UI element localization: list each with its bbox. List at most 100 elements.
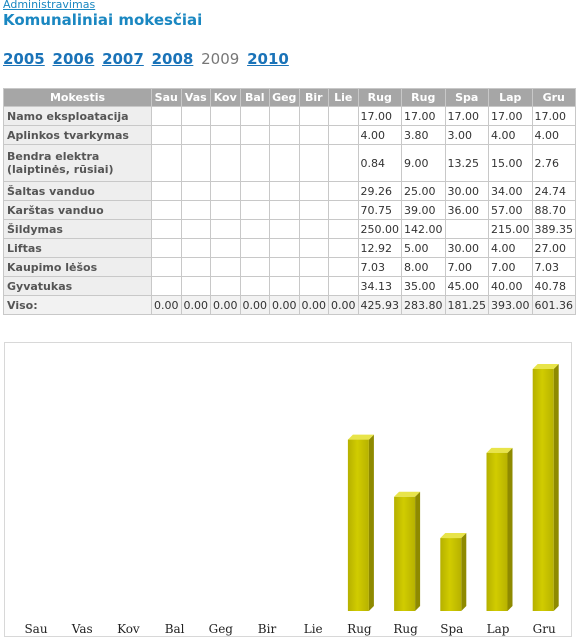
table-cell <box>298 200 329 220</box>
table-cell <box>298 181 329 201</box>
table-cell <box>151 125 182 145</box>
table-cell <box>151 219 182 239</box>
table-cell <box>151 200 182 220</box>
year-link-2006[interactable]: 2006 <box>52 50 95 68</box>
table-cell <box>151 144 182 182</box>
table-cell: 25.00 <box>401 181 446 201</box>
table-cell: 13.25 <box>444 144 489 182</box>
table-cell: 0.00 <box>239 295 270 315</box>
table-cell: 40.78 <box>531 276 576 296</box>
table-cell: 142.00 <box>401 219 446 239</box>
table-cell <box>269 276 300 296</box>
year-link-2008[interactable]: 2008 <box>151 50 194 68</box>
column-header-month: Geg <box>269 88 300 107</box>
table-cell: 0.00 <box>298 295 329 315</box>
total-row: Viso: 0.00 0.00 0.00 0.00 0.00 0.00 0.00 425.93 2… <box>3 295 576 315</box>
table-cell <box>210 144 241 182</box>
table-cell <box>180 125 211 145</box>
table-cell <box>328 276 359 296</box>
table-cell: 2.76 <box>531 144 576 182</box>
chart-svg: Sau Vas Kov Bal Geg Bir Lie Rug Rug Spa Lap Gru <box>24 364 559 636</box>
x-tick-label: Rug <box>347 622 372 636</box>
x-tick-label: Kov <box>117 622 140 636</box>
table-cell <box>210 200 241 220</box>
table-cell <box>210 238 241 258</box>
row-label: Gyvatukas <box>3 276 152 296</box>
column-header-month: Bir <box>298 88 329 107</box>
table-cell: 8.00 <box>401 257 446 277</box>
table-cell: 17.00 <box>488 106 533 126</box>
table-cell: 17.00 <box>531 106 576 126</box>
table-cell: 4.00 <box>531 125 576 145</box>
table-cell <box>298 106 329 126</box>
table-cell <box>269 144 300 182</box>
table-row: Šildymas 250.00 142.00 215.00 389.35 <box>3 219 576 239</box>
table-cell: 7.00 <box>488 257 533 277</box>
column-header-month: Rug <box>401 88 446 107</box>
table-row: Karštas vanduo 70.75 39.00 36.00 57.00 88.70 <box>3 200 576 220</box>
table-cell: 27.00 <box>531 238 576 258</box>
row-label: Aplinkos tvarkymas <box>3 125 152 145</box>
x-tick-label: Bal <box>165 622 185 636</box>
table-cell: 30.00 <box>444 238 489 258</box>
table-cell <box>269 219 300 239</box>
table-cell: 283.80 <box>401 295 446 315</box>
chart-bar <box>440 533 467 611</box>
x-tick-label: Bir <box>258 622 277 636</box>
table-cell: 181.25 <box>444 295 489 315</box>
table-row: Bendra elektra (laiptinės, rūsiai) 0.84 9.… <box>3 144 576 182</box>
table-header-row: Mokestis Sau Vas Kov Bal Geg Bir Lie Rug… <box>3 88 576 107</box>
table-row: Liftas 12.92 5.00 30.00 4.00 27.00 <box>3 238 576 258</box>
year-link-2010[interactable]: 2010 <box>247 50 289 68</box>
table-row: Aplinkos tvarkymas 4.00 3.80 3.00 4.00 4.00 <box>3 125 576 145</box>
table-row: Gyvatukas 34.13 35.00 45.00 40.00 40.78 <box>3 276 576 296</box>
table-cell <box>180 181 211 201</box>
table-cell <box>210 106 241 126</box>
table-cell <box>444 219 489 239</box>
column-header-fee: Mokestis <box>3 88 152 107</box>
year-link-2005[interactable]: 2005 <box>3 50 45 68</box>
row-label: Namo eksploatacija <box>3 106 152 126</box>
table-cell: 7.03 <box>531 257 576 277</box>
table-cell <box>180 144 211 182</box>
table-cell <box>210 181 241 201</box>
table-cell: 7.03 <box>357 257 402 277</box>
table-cell: 0.00 <box>269 295 300 315</box>
column-header-month: Vas <box>180 88 211 107</box>
table-cell: 40.00 <box>488 276 533 296</box>
column-header-month: Bal <box>239 88 270 107</box>
table-cell <box>269 106 300 126</box>
table-cell: 5.00 <box>401 238 446 258</box>
table-cell <box>298 219 329 239</box>
total-label: Viso: <box>3 295 152 315</box>
table-row: Namo eksploatacija 17.00 17.00 17.00 17.00 17… <box>3 106 576 126</box>
table-cell: 0.84 <box>357 144 402 182</box>
table-cell <box>269 238 300 258</box>
chart-bar <box>347 434 374 611</box>
table-cell <box>328 200 359 220</box>
table-cell: 34.00 <box>488 181 533 201</box>
table-cell <box>239 106 270 126</box>
table-cell: 88.70 <box>531 200 576 220</box>
table-cell <box>239 238 270 258</box>
table-cell: 0.00 <box>180 295 211 315</box>
table-cell <box>328 238 359 258</box>
x-tick-label: Geg <box>209 622 234 636</box>
table-cell <box>210 276 241 296</box>
column-header-month: Kov <box>210 88 241 107</box>
year-link-2007[interactable]: 2007 <box>102 50 144 68</box>
table-cell <box>151 238 182 258</box>
table-cell <box>328 125 359 145</box>
table-row: Kaupimo lėšos 7.03 8.00 7.00 7.00 7.03 <box>3 257 576 277</box>
year-selector: 2005 2006 2007 2008 2009 2010 <box>3 50 292 68</box>
row-label: Liftas <box>3 238 152 258</box>
admin-link[interactable]: Administravimas <box>3 0 96 11</box>
fees-table: Mokestis Sau Vas Kov Bal Geg Bir Lie Rug… <box>3 88 576 315</box>
table-cell <box>151 181 182 201</box>
table-cell <box>239 276 270 296</box>
table-cell: 425.93 <box>357 295 402 315</box>
column-header-month: Lap <box>488 88 533 107</box>
table-cell: 0.00 <box>151 295 182 315</box>
x-tick-label: Rug <box>393 622 418 636</box>
table-cell: 4.00 <box>357 125 402 145</box>
